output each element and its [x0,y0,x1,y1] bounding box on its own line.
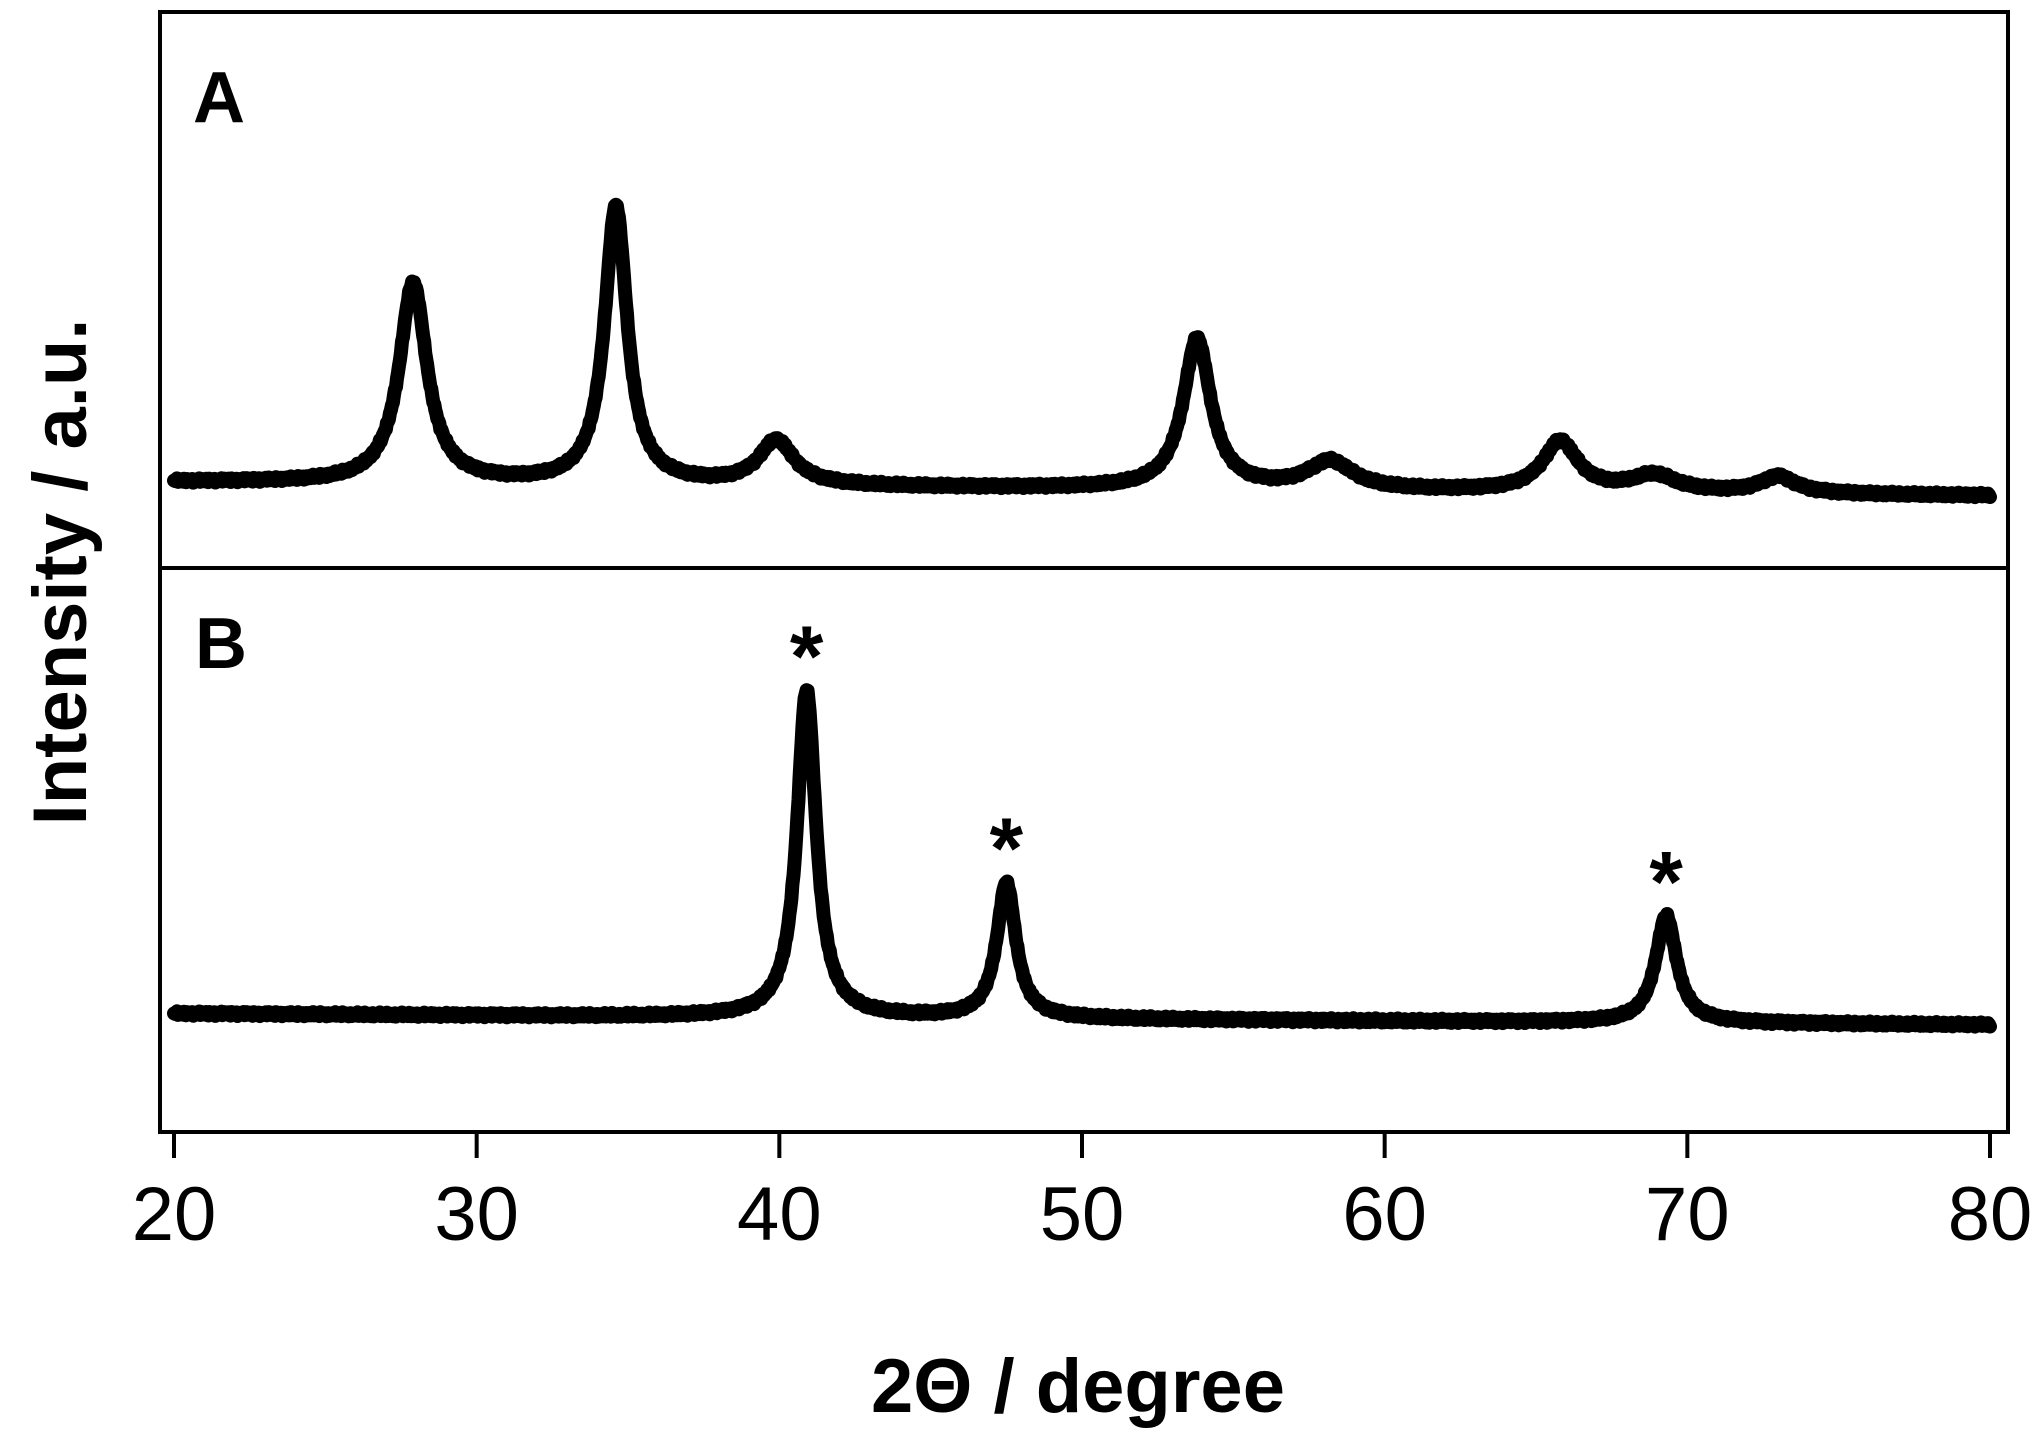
x-tick-label-20: 20 [132,1172,217,1257]
panel-label-b: B [195,604,247,684]
x-axis-ticks: 20 30 40 50 60 70 80 [132,1132,2033,1257]
x-tick-label-70: 70 [1645,1172,1730,1257]
panel-label-a: A [193,58,245,138]
y-axis-title: Intensity / a.u. [18,319,103,826]
x-tick-label-30: 30 [434,1172,519,1257]
x-axis-title: 2Θ / degree [871,1344,1285,1429]
plot-frame [158,10,2010,1134]
trace-panel-b [167,683,1997,1034]
x-tick-label-60: 60 [1342,1172,1427,1257]
x-tick-label-80: 80 [1948,1172,2033,1257]
peak-annotation-2: * [990,801,1024,897]
peak-annotations: * * * [790,609,1684,931]
trace-panel-a [167,197,1997,505]
x-tick-label-50: 50 [1040,1172,1125,1257]
x-tick-label-40: 40 [737,1172,822,1257]
peak-annotation-1: * [790,609,824,705]
peak-annotation-3: * [1649,835,1683,931]
